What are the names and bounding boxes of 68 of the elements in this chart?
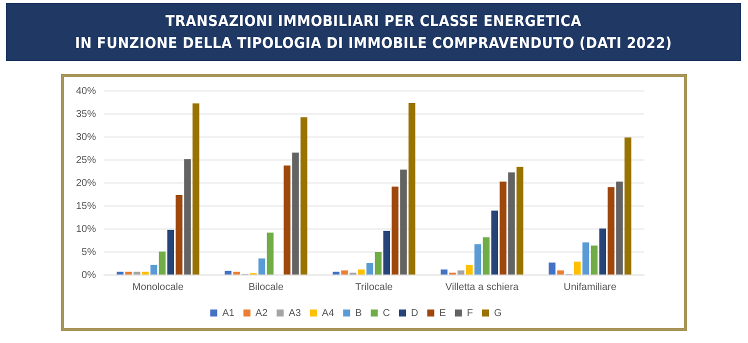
legend-label: A3 (288, 308, 302, 319)
y-tick-label: 15% (76, 200, 96, 212)
legend-label: E (439, 308, 446, 319)
bar (574, 262, 581, 274)
y-tick-label: 40% (76, 86, 96, 97)
bar (557, 270, 564, 274)
bar (458, 270, 464, 274)
bar (341, 270, 348, 274)
bar (548, 262, 556, 274)
y-tick-label: 35% (76, 108, 96, 120)
bar (383, 230, 390, 274)
legend-label: A4 (322, 308, 335, 319)
bar (224, 270, 232, 274)
legend-label: G (494, 308, 502, 319)
bar (500, 182, 506, 274)
bar (590, 246, 598, 274)
y-tick-label: 0% (82, 270, 96, 281)
bar (300, 117, 308, 274)
bar (284, 166, 290, 274)
legend-label: C (382, 308, 390, 319)
legend-label: B (355, 308, 362, 319)
x-tick-label: Villetta a schiera (445, 282, 520, 293)
bar (266, 232, 274, 274)
bar (292, 152, 299, 274)
bar (582, 242, 590, 274)
bar (150, 264, 158, 274)
bar (358, 269, 365, 274)
bar (608, 187, 614, 274)
bar (167, 230, 174, 274)
legend-label: A1 (222, 308, 235, 319)
x-tick-label: Bilocale (248, 282, 284, 293)
bar (125, 272, 132, 274)
bar (400, 170, 407, 274)
bar (134, 272, 140, 274)
bar (508, 172, 515, 274)
x-tick-label: Unifamiliare (564, 282, 617, 293)
x-tick-label: Trilocale (355, 282, 394, 293)
bar (474, 244, 482, 274)
bar (516, 166, 524, 274)
y-tick-label: 25% (76, 154, 96, 166)
x-tick-label: Monolocale (132, 282, 184, 293)
bar (616, 182, 623, 274)
bar (332, 272, 340, 274)
bar (158, 252, 166, 274)
bar (374, 252, 382, 274)
bar (233, 272, 240, 274)
legend-label: A2 (255, 308, 268, 319)
bar (624, 137, 632, 274)
bar (466, 264, 473, 274)
chart-title: TRANSAZIONI IMMOBILIARI PER CLASSE ENERGETICA IN FUNZIONE DELLA TIPOLOGIA DI IMMOBILE COMPRAVENDUTO (DATI 2022) (6, 3, 741, 61)
legend-label: F (466, 308, 474, 319)
bar (116, 272, 124, 274)
bar (366, 263, 374, 274)
bar (392, 186, 398, 274)
y-tick-label: 30% (76, 132, 96, 143)
bar (258, 258, 266, 274)
bar (192, 103, 200, 274)
bar (176, 194, 182, 274)
bar (482, 237, 490, 274)
y-tick-label: 10% (76, 224, 96, 235)
bar (599, 228, 606, 274)
bar (440, 269, 448, 274)
bar (491, 210, 498, 274)
bar (408, 102, 416, 274)
bar (184, 159, 191, 274)
legend-label: D (411, 308, 418, 319)
y-tick-label: 20% (76, 178, 96, 189)
y-tick-label: 5% (82, 246, 96, 258)
